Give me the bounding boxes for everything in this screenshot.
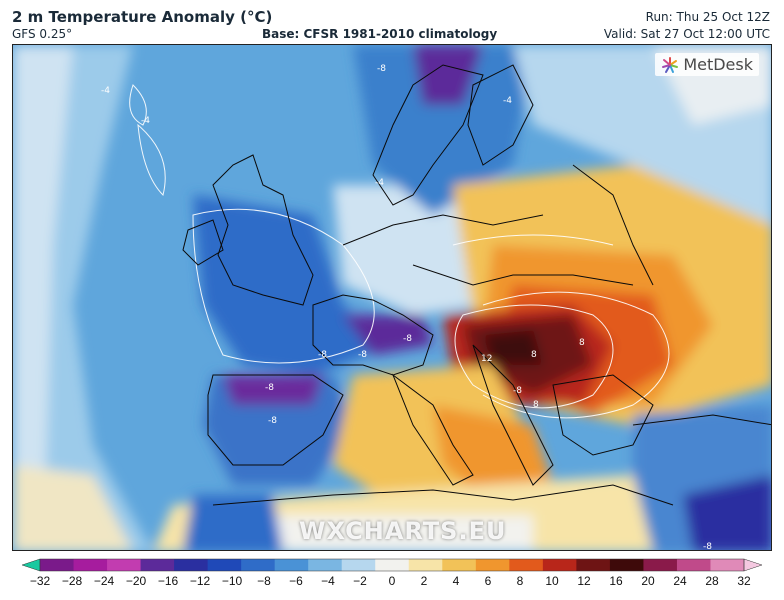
colorbar-segment — [643, 559, 678, 571]
colorbar-segment — [710, 559, 745, 571]
colorbar-tick-label: 12 — [577, 574, 591, 588]
contour-label: -4 — [141, 116, 150, 126]
colorbar-segment — [207, 559, 242, 571]
colorbar-segment — [509, 559, 544, 571]
contour-label: -8 — [377, 64, 386, 74]
colorbar-segment — [274, 559, 309, 571]
colorbar-tick-label: −28 — [61, 574, 83, 588]
colorbar-tick-label: 28 — [705, 574, 719, 588]
colorbar-tick-label: 2 — [420, 574, 428, 588]
colorbar-min-arrow — [21, 558, 41, 572]
colorbar-max-arrow — [743, 558, 763, 572]
colorbar-tick-label: −8 — [257, 574, 271, 588]
colorbar-tick-label: 4 — [452, 574, 460, 588]
colorbar-tick-label: 10 — [545, 574, 559, 588]
colorbar-segment — [609, 559, 644, 571]
colorbar-segment — [341, 559, 376, 571]
contour-label: -8 — [265, 383, 274, 393]
colorbar-segment — [241, 559, 276, 571]
colorbar-tick-label: −6 — [289, 574, 303, 588]
coastlines — [182, 64, 771, 506]
colorbar-tick-label: −32 — [29, 574, 51, 588]
colorbar-tick-label: 16 — [609, 574, 623, 588]
colorbar-frame — [39, 558, 745, 572]
map-canvas: -4 -4 -8 -4 -4 -8 -8 -8 -8 -8 -8 12 8 8 … — [13, 45, 771, 551]
colorbar-segment — [408, 559, 443, 571]
colorbar-segment — [375, 559, 410, 571]
contour-label: -4 — [101, 86, 110, 96]
colorbar-tick-label: −20 — [125, 574, 147, 588]
colorbar-segment — [475, 559, 510, 571]
contour-label: -4 — [503, 96, 512, 106]
contour-label-group: -4 -4 -8 -4 -4 -8 -8 -8 -8 -8 -8 12 8 8 … — [101, 64, 712, 551]
contour-label: -8 — [513, 386, 522, 396]
colorbar-segment — [107, 559, 142, 571]
colorbar-segment — [140, 559, 175, 571]
contour-label: -8 — [268, 416, 277, 426]
colorbar-segment — [442, 559, 477, 571]
colorbar-tick-label: −4 — [321, 574, 335, 588]
contour-label: 8 — [533, 400, 539, 410]
metdesk-logo-text: MetDesk — [683, 55, 753, 74]
valid-time-label: Valid: Sat 27 Oct 12:00 UTC — [603, 27, 770, 41]
colorbar-segment — [40, 559, 75, 571]
contour-label: 8 — [579, 338, 585, 348]
chart-title: 2 m Temperature Anomaly (°C) — [12, 8, 273, 26]
wxcharts-watermark: WXCHARTS.EU — [299, 517, 507, 545]
run-time-label: Run: Thu 25 Oct 12Z — [645, 10, 770, 24]
base-climatology-label: Base: CFSR 1981-2010 climatology — [262, 27, 498, 41]
metdesk-logo-icon — [662, 56, 679, 73]
contour-label: -8 — [703, 542, 712, 551]
colorbar-segment — [676, 559, 711, 571]
contour-lines — [129, 84, 670, 419]
contour-label: 8 — [531, 350, 537, 360]
colorbar-tick-label: −24 — [93, 574, 115, 588]
colorbar-tick-label: 32 — [737, 574, 751, 588]
colorbar-tick-label: −12 — [189, 574, 211, 588]
colorbar-tick-label: 8 — [516, 574, 524, 588]
colorbar-strip — [21, 558, 763, 572]
anomaly-map: -4 -4 -8 -4 -4 -8 -8 -8 -8 -8 -8 12 8 8 … — [12, 44, 772, 551]
colorbar-tick-label: −16 — [157, 574, 179, 588]
colorbar-segment — [308, 559, 343, 571]
colorbar-segment — [542, 559, 577, 571]
colorbar-tick-label: −2 — [353, 574, 367, 588]
colorbar-segment — [576, 559, 611, 571]
colorbar-segment — [174, 559, 209, 571]
colorbar-segment — [73, 559, 108, 571]
model-label: GFS 0.25° — [12, 27, 73, 41]
contour-label: -8 — [358, 350, 367, 360]
contour-label: -8 — [318, 350, 327, 360]
metdesk-logo: MetDesk — [655, 53, 759, 76]
colorbar-tick-label: −10 — [221, 574, 243, 588]
colorbar-tick-label: 24 — [673, 574, 687, 588]
contour-label: 12 — [481, 354, 492, 364]
colorbar-tick-label: 0 — [388, 574, 396, 588]
colorbar: −32 −28 −24 −20 −16 −12 −10 −8 −6 −4 −2 0 2 4 6 8 10 12 16… — [21, 558, 763, 594]
contour-label: -8 — [403, 334, 412, 344]
contour-label: -4 — [375, 178, 384, 188]
colorbar-tick-label: 6 — [484, 574, 492, 588]
colorbar-tick-label: 20 — [641, 574, 655, 588]
